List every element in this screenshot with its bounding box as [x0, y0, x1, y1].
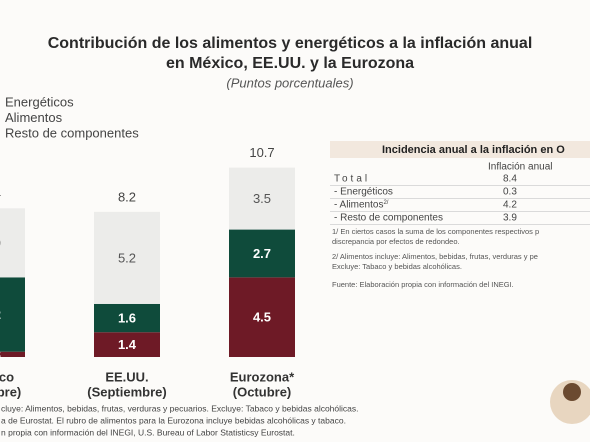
value-label: 2.7 — [253, 246, 271, 261]
chart-title: Contribución de los alimentos y energéti… — [48, 35, 533, 52]
total-label: 8.2 — [118, 189, 136, 204]
row-value: 8.4 — [503, 174, 517, 185]
category-period: (Septiembre) — [87, 384, 166, 399]
row-label: Total — [334, 174, 370, 185]
bar-segment — [94, 211, 160, 304]
footnote: a de Eurostat. El rubro de alimentos par… — [1, 415, 346, 425]
value-label: 3.9 — [0, 235, 1, 250]
total-label: 8.4 — [0, 186, 1, 201]
table-note: 2/ Alimentos incluye: Alimentos, bebidas… — [332, 252, 538, 261]
bar-segment — [94, 303, 160, 333]
legend-label: Energéticos — [5, 94, 74, 109]
category-label: EE.UU. — [105, 369, 148, 384]
table-note: discrepancia por efectos de redondeo. — [332, 237, 460, 246]
portrait-face — [563, 383, 581, 401]
value-label: 0.3 — [0, 347, 1, 362]
category-period: (Octubre) — [0, 384, 21, 399]
bar-segment — [0, 351, 25, 357]
table-note: 1/ En ciertos casos la suma de los compo… — [332, 227, 539, 236]
bar-segment — [0, 208, 25, 278]
legend-label: Alimentos — [5, 110, 63, 125]
category-label: Eurozona* — [230, 369, 295, 384]
table-note: Fuente: Elaboración propia con informaci… — [332, 280, 514, 289]
table-note: Excluye: Tabaco y bebidas alcohólicas. — [332, 262, 462, 271]
row-label: - Alimentos2/ — [334, 200, 389, 211]
table-column: Inflación anual — [488, 162, 553, 173]
bar-segment — [229, 167, 295, 230]
value-label: 1.4 — [118, 337, 137, 352]
value-label: 4.2 — [0, 307, 1, 322]
bar-segment — [0, 277, 25, 352]
legend-label: Resto de componentes — [5, 125, 139, 140]
chart-subtitle: (Puntos porcentuales) — [226, 75, 353, 90]
row-value: 4.2 — [503, 200, 517, 211]
value-label: 3.5 — [253, 191, 271, 206]
total-label: 10.7 — [249, 145, 274, 160]
row-sup: 2/ — [383, 200, 388, 206]
row-label: - Energéticos — [334, 187, 393, 198]
category-period: (Octubre) — [233, 384, 292, 399]
bar-segment — [229, 229, 295, 278]
bar-segment — [94, 332, 160, 357]
value-label: 5.2 — [118, 250, 136, 265]
table-header-bg — [330, 141, 590, 158]
table-title: Incidencia anual a la inflación en O — [382, 144, 565, 156]
chart-title: en México, EE.UU. y la Eurozona — [166, 55, 414, 72]
bar-segment — [229, 277, 295, 357]
row-label: - Resto de componentes — [334, 213, 443, 224]
value-label: 4.5 — [253, 310, 271, 325]
value-label: 1.6 — [118, 310, 136, 325]
row-value: 0.3 — [503, 187, 517, 198]
category-label: México — [0, 369, 14, 384]
footnote: n propia con información del INEGI, U.S.… — [1, 427, 295, 437]
footnote: cluye: Alimentos, bebidas, frutas, verdu… — [1, 403, 359, 413]
row-value: 3.9 — [503, 213, 517, 224]
